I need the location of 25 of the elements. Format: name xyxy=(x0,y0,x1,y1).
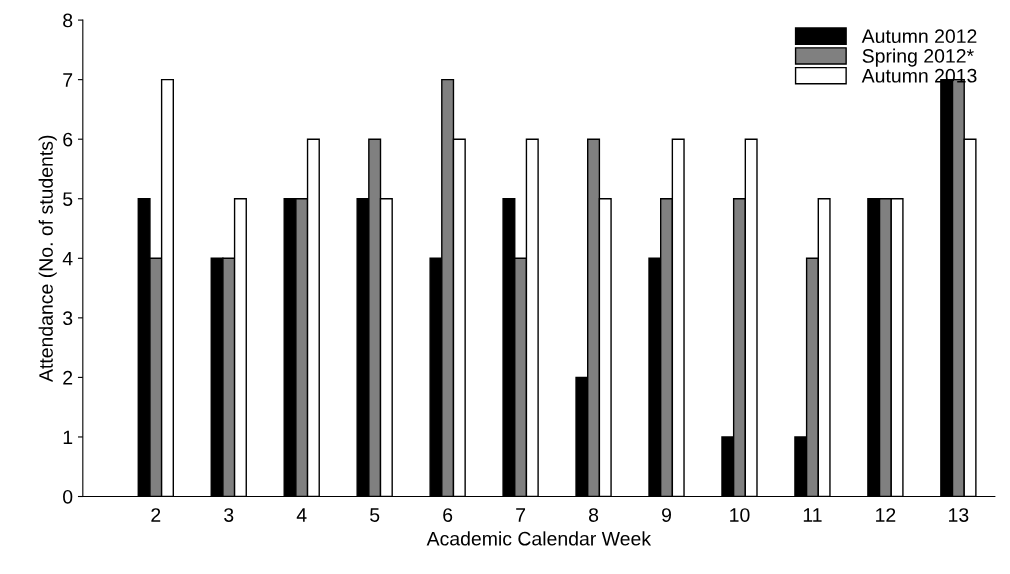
x-tick-label: 2 xyxy=(151,508,161,522)
y-tick-label: 8 xyxy=(63,13,73,28)
x-tick-label: 11 xyxy=(803,508,822,522)
x-tick-label: 6 xyxy=(443,508,453,522)
x-tick-label: 3 xyxy=(224,508,234,522)
y-tick-label: 0 xyxy=(63,489,73,504)
x-axis-title: Academic Calendar Week xyxy=(426,531,652,546)
y-tick-label: 6 xyxy=(63,132,73,147)
y-tick-label: 4 xyxy=(62,251,73,266)
x-tick-label: 10 xyxy=(730,508,750,522)
legend-label: Spring 2012* xyxy=(862,48,974,67)
y-tick-label: 7 xyxy=(63,73,73,87)
y-tick-label: 3 xyxy=(63,311,73,326)
x-tick-label: 5 xyxy=(370,508,380,522)
x-tick-label: 8 xyxy=(588,508,599,522)
y-axis-title: Attendance (No. of students) xyxy=(38,135,57,383)
y-tick-label: 5 xyxy=(63,192,73,206)
x-tick-label: 9 xyxy=(662,508,672,522)
y-tick-label: 2 xyxy=(63,370,73,385)
x-tick-label: 12 xyxy=(876,508,896,522)
legend-label: Autumn 2012 xyxy=(861,29,977,44)
x-tick-label: 7 xyxy=(516,508,526,522)
y-tick-label: 1 xyxy=(63,430,73,444)
x-tick-label: 13 xyxy=(949,508,969,522)
x-tick-label: 4 xyxy=(296,508,307,522)
